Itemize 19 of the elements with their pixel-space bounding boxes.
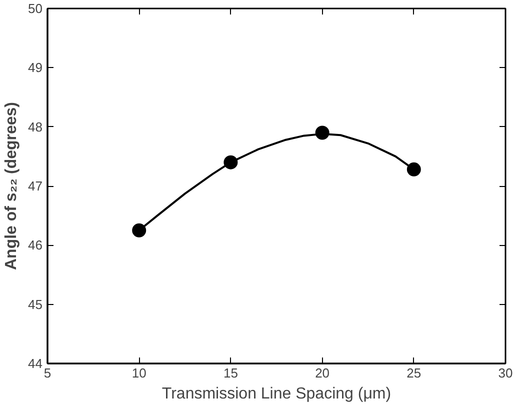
y-tick-label: 45: [28, 296, 43, 312]
x-tick-label: 5: [44, 366, 52, 380]
x-tick-label: 10: [132, 366, 146, 380]
point: [132, 223, 146, 238]
point: [406, 162, 421, 176]
y-tick-label: 49: [28, 60, 43, 76]
x-tick-label: 20: [315, 366, 330, 380]
y-tick-label: 46: [28, 238, 43, 253]
x-tick-label: 25: [406, 366, 422, 380]
x-axis-title: Transmission Line Spacing (μm): [162, 386, 392, 402]
point: [315, 126, 330, 140]
point: [224, 155, 238, 170]
y-tick-label: 50: [28, 1, 43, 16]
y-tick-label: 48: [28, 119, 43, 134]
y-tick-label: 47: [28, 178, 43, 194]
y-axis-title: Angle of s₂₂ (degrees): [3, 102, 20, 270]
x-tick-label: 30: [498, 366, 513, 380]
y-tick-label: 44: [28, 356, 43, 371]
x-tick-label: 15: [223, 366, 238, 380]
